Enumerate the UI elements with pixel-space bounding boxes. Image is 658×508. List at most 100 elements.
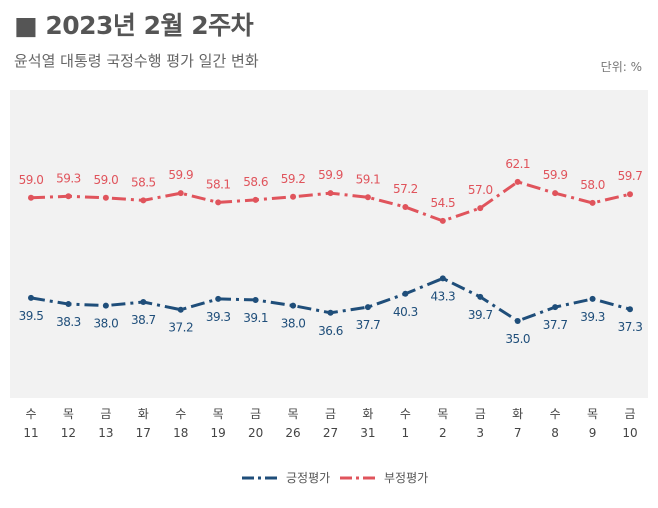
- data-point: [402, 204, 409, 211]
- x-tick-date: 26: [285, 426, 300, 440]
- data-point: [552, 304, 559, 311]
- data-label: 38.0: [94, 317, 119, 331]
- data-point: [589, 199, 596, 206]
- data-label: 43.3: [430, 289, 455, 303]
- x-tick-day: 금: [475, 407, 486, 421]
- x-tick-day: 수: [175, 407, 186, 421]
- x-tick-date: 31: [360, 426, 375, 440]
- data-point: [102, 194, 109, 201]
- data-point: [215, 295, 222, 302]
- x-tick-date: 2: [439, 426, 447, 440]
- data-point: [514, 318, 521, 324]
- x-tick-date: 10: [622, 426, 637, 440]
- x-tick-day: 수: [550, 407, 561, 421]
- page-title: ■ 2023년 2월 2주차: [14, 11, 254, 40]
- data-label: 58.6: [243, 175, 268, 189]
- data-point: [28, 294, 34, 301]
- x-tick-date: 8: [551, 426, 559, 440]
- data-label: 37.2: [168, 321, 193, 335]
- data-label: 39.5: [19, 309, 44, 323]
- x-tick-day: 금: [250, 407, 261, 421]
- x-tick-date: 9: [589, 426, 597, 440]
- data-label: 59.2: [281, 172, 306, 186]
- data-point: [627, 191, 633, 198]
- data-label: 59.0: [19, 173, 44, 187]
- x-tick-day: 금: [100, 407, 111, 421]
- data-label: 58.5: [131, 175, 156, 189]
- x-tick-day: 목: [288, 407, 299, 421]
- x-tick-date: 20: [248, 426, 263, 440]
- legend-label: 긍정평가: [286, 471, 330, 485]
- data-label: 54.5: [430, 196, 455, 210]
- data-point: [552, 190, 559, 197]
- data-label: 58.0: [580, 178, 605, 192]
- data-point: [364, 194, 371, 201]
- data-point: [477, 205, 484, 212]
- x-tick-day: 금: [325, 407, 336, 421]
- legend-label: 부정평가: [384, 471, 428, 485]
- data-label: 62.1: [505, 157, 530, 171]
- data-point: [364, 304, 371, 311]
- x-tick-day: 금: [624, 407, 635, 421]
- data-label: 38.7: [131, 313, 156, 327]
- x-tick-date: 18: [173, 426, 188, 440]
- data-label: 37.7: [543, 318, 568, 332]
- plot-area: [10, 90, 648, 398]
- data-label: 40.3: [393, 305, 418, 319]
- data-point: [65, 301, 72, 308]
- data-label: 38.0: [281, 317, 306, 331]
- x-tick-day: 목: [63, 407, 74, 421]
- data-point: [290, 193, 297, 200]
- data-label: 39.3: [580, 310, 605, 324]
- data-label: 57.2: [393, 182, 418, 196]
- data-point: [327, 309, 334, 316]
- data-point: [140, 299, 147, 306]
- data-point: [65, 193, 72, 200]
- x-tick-day: 수: [400, 407, 411, 421]
- data-point: [327, 190, 334, 197]
- x-tick-day: 화: [512, 407, 523, 421]
- x-tick-date: 13: [98, 426, 113, 440]
- data-label: 39.7: [468, 308, 493, 322]
- data-point: [439, 275, 446, 282]
- chart-subtitle: 윤석열 대통령 국정수행 평가 일간 변화: [14, 52, 259, 70]
- data-label: 37.3: [618, 320, 643, 334]
- data-label: 38.3: [56, 315, 81, 329]
- data-label: 36.6: [318, 324, 343, 338]
- data-label: 39.3: [206, 310, 231, 324]
- data-label: 37.7: [356, 318, 381, 332]
- data-label: 58.1: [206, 177, 231, 191]
- x-tick-date: 11: [23, 426, 38, 440]
- data-point: [177, 306, 184, 313]
- data-point: [102, 302, 109, 309]
- data-point: [252, 196, 259, 203]
- x-tick-date: 7: [514, 426, 522, 440]
- data-label: 59.9: [543, 168, 568, 182]
- data-point: [252, 296, 259, 303]
- data-point: [514, 178, 521, 185]
- data-point: [215, 199, 222, 206]
- x-tick-day: 목: [213, 407, 224, 421]
- data-label: 35.0: [505, 332, 530, 346]
- data-label: 57.0: [468, 183, 493, 197]
- data-point: [627, 306, 633, 313]
- data-point: [177, 190, 184, 197]
- data-point: [140, 197, 147, 204]
- x-tick-day: 화: [362, 407, 373, 421]
- data-point: [28, 194, 34, 201]
- x-tick-day: 목: [587, 407, 598, 421]
- unit-label: 단위: %: [600, 60, 642, 74]
- data-label: 39.1: [243, 311, 268, 325]
- data-point: [477, 293, 484, 300]
- data-label: 59.9: [318, 168, 343, 182]
- x-tick-date: 17: [136, 426, 151, 440]
- x-tick-date: 1: [402, 426, 410, 440]
- data-label: 59.0: [94, 173, 119, 187]
- x-tick-date: 12: [61, 426, 76, 440]
- data-point: [589, 295, 596, 302]
- data-label: 59.9: [168, 168, 193, 182]
- data-point: [439, 217, 446, 224]
- x-tick-day: 화: [138, 407, 149, 421]
- x-tick-date: 27: [323, 426, 338, 440]
